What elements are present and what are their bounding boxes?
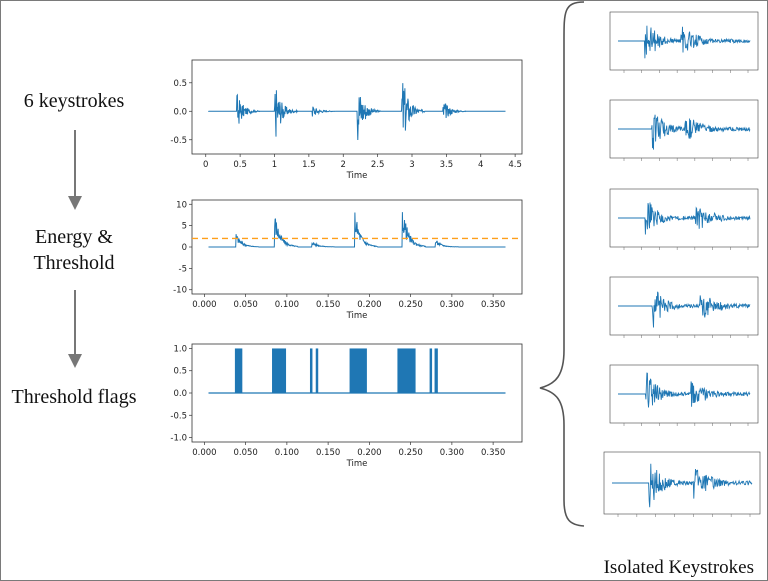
y-tick-label: 1.0 [173,344,187,354]
x-tick-label: 0.350 [481,300,505,310]
isolated-keystroke-thumbnails [603,11,761,517]
y-tick-label: 10 [176,200,187,210]
thumbnail-waveform [612,463,753,508]
y-tick-label: -0.5 [170,411,187,421]
x-tick-label: 0.050 [233,448,257,458]
thumbnail-waveform [618,114,751,150]
x-tick-label: 0 [203,160,208,170]
thumbnail-waveform [618,202,751,235]
arrow-down-icon [68,130,82,210]
flag-bar [434,348,438,393]
thumbnail-waveform [618,291,751,328]
y-tick-label: 5 [182,222,187,232]
x-tick-label: 2.5 [371,160,385,170]
flag-bar [234,348,243,393]
energy-chart: 0.000 0.050 0.100 0.150 0.200 0.250 0.300 0.350… [173,199,523,321]
isolated-keystrokes-caption: Isolated Keystrokes [603,557,754,578]
flags-label: Threshold flags [11,386,137,408]
x-tick-label: 0.050 [233,300,257,310]
x-tick-label: 1 [272,160,277,170]
thumbnail-waveform [618,25,751,59]
keystroke-thumbnail [609,11,759,73]
x-axis-label: Time [346,459,368,469]
keystroke-thumbnail [603,451,761,517]
x-axis-label: Time [346,311,368,321]
energy-label-line2: Threshold [33,252,115,274]
y-tick-label: 0 [182,243,187,253]
flag-bar [315,348,319,393]
flag-bar [349,348,367,393]
x-tick-label: 1.5 [302,160,316,170]
y-tick-label: -1.0 [170,434,187,444]
flags-chart: 0.000 0.050 0.100 0.150 0.200 0.250 0.300 0.350… [170,343,523,469]
x-tick-label: 4 [478,160,483,170]
energy-label-line1: Energy & [35,226,113,248]
x-axis-label: Time [346,171,368,181]
x-tick-label: 0.300 [440,448,464,458]
x-tick-label: 0.300 [440,300,464,310]
y-tick-label: 0.0 [173,389,187,399]
x-tick-label: 0.200 [357,300,381,310]
y-tick-label: -0.5 [170,136,187,146]
x-tick-label: 0.150 [316,300,340,310]
waveform-chart: 0 0.5 1 1.5 2 2.5 3 3.5 4 4.5 Time 0.5 0.0 -0.5 [170,59,523,181]
plot-frame [191,59,523,155]
x-tick-label: 0.000 [192,448,216,458]
curly-brace-icon [539,1,585,527]
x-tick-label: 3.5 [440,160,454,170]
keystroke-thumbnail [609,364,759,426]
y-tick-label: -10 [173,286,187,296]
x-tick-label: 0.250 [398,300,422,310]
x-tick-label: 0.250 [398,448,422,458]
thumbnail-waveform [618,372,751,408]
flag-bar [272,348,287,393]
keystroke-thumbnail [609,188,759,250]
x-tick-label: 0.100 [275,448,299,458]
arrow-down-icon [68,290,82,368]
flag-bar [309,348,313,393]
x-tick-label: 2 [341,160,346,170]
x-tick-label: 4.5 [508,160,522,170]
energy-series-line [208,212,506,248]
flag-bar [397,348,416,393]
y-tick-label: 0.0 [173,107,187,117]
flag-bar [429,348,433,393]
x-tick-label: 0.350 [481,448,505,458]
y-tick-label: 0.5 [173,367,187,377]
y-tick-label: 0.5 [173,79,187,89]
x-tick-label: 0.5 [233,160,247,170]
keystroke-thumbnail [609,99,759,161]
x-tick-label: 0.200 [357,448,381,458]
x-tick-label: 0.100 [275,300,299,310]
waveform-series-line [208,83,506,141]
keystroke-thumbnail [609,276,759,338]
x-tick-label: 0.000 [192,300,216,310]
y-tick-label: -5 [179,264,187,274]
x-tick-label: 0.150 [316,448,340,458]
x-tick-label: 3 [409,160,414,170]
keystrokes-label: 6 keystrokes [23,90,125,112]
